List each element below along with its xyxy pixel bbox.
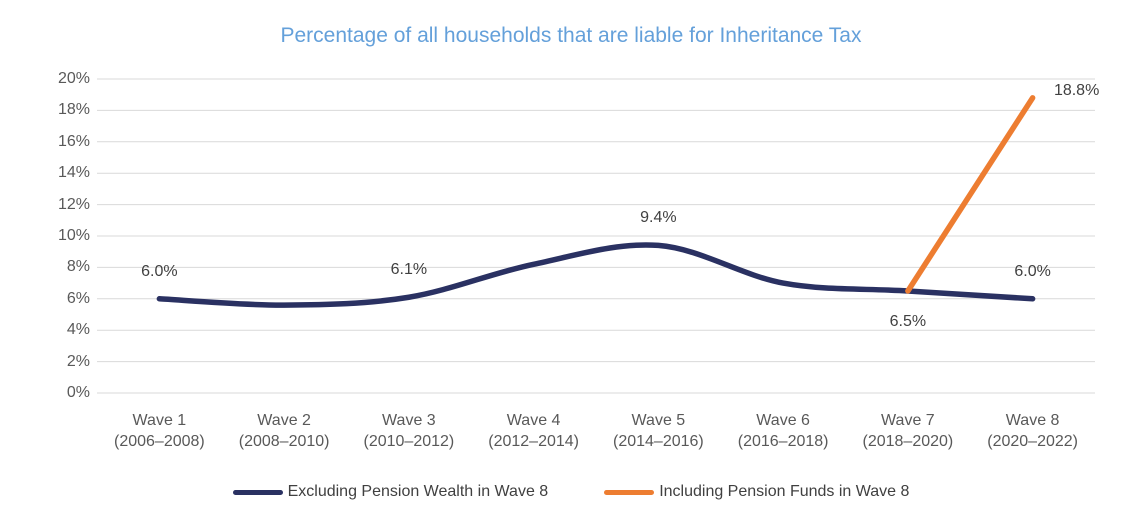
- x-axis-category-label: Wave 7 (2018–2020): [862, 412, 954, 450]
- series-line-including-pension: [905, 95, 1036, 294]
- legend-label-including: Including Pension Funds in Wave 8: [659, 483, 910, 500]
- x-axis-category-label: Wave 8 (2020–2022): [987, 412, 1078, 450]
- y-axis-tick-label: 16%: [57, 132, 90, 150]
- y-axis-tick-label: 12%: [57, 195, 90, 213]
- data-label: 9.4%: [640, 209, 677, 227]
- y-axis-tick-label: 10%: [57, 227, 90, 244]
- data-label: 18.8%: [1053, 81, 1100, 99]
- y-axis-tick-label: 2%: [66, 352, 90, 370]
- data-label: 6.0%: [141, 262, 178, 280]
- x-axis-category-label: Wave 4 (2012–2014): [488, 412, 579, 450]
- x-axis-category-label: Wave 5 (2014–2016): [613, 412, 704, 450]
- chart-title: Percentage of all households that are li…: [280, 24, 862, 47]
- legend-label-excluding: Excluding Pension Wealth in Wave 8: [287, 483, 549, 500]
- y-axis-tick-label: 4%: [66, 321, 90, 339]
- y-axis-tick-label: 6%: [66, 289, 90, 307]
- data-label: 6.5%: [889, 312, 927, 330]
- data-label: 6.0%: [1014, 262, 1051, 280]
- legend: Excluding Pension Wealth in Wave 8 Inclu…: [0, 480, 1142, 504]
- x-axis-category-label: Wave 6 (2016–2018): [737, 412, 829, 450]
- x-axis-category-label: Wave 2 (2008–2010): [238, 412, 330, 450]
- y-axis-tick-label: 14%: [57, 164, 90, 182]
- legend-item-including: Including Pension Funds in Wave 8: [604, 483, 909, 501]
- data-label: 6.1%: [390, 261, 428, 279]
- y-axis-tick-label: 0%: [66, 384, 90, 401]
- legend-swatch-including: [604, 489, 655, 495]
- legend-item-excluding: Excluding Pension Wealth in Wave 8: [232, 483, 549, 501]
- legend-swatch-excluding: [232, 489, 283, 495]
- x-axis-category-label: Wave 1 (2006–2008): [114, 412, 205, 450]
- y-axis-tick-label: 18%: [57, 101, 90, 119]
- y-axis-tick-label: 8%: [66, 258, 90, 276]
- series-line-excluding-pension: [156, 242, 1036, 308]
- y-axis-tick-label: 20%: [57, 70, 90, 87]
- x-axis-category-label: Wave 3 (2010–2012): [363, 412, 455, 450]
